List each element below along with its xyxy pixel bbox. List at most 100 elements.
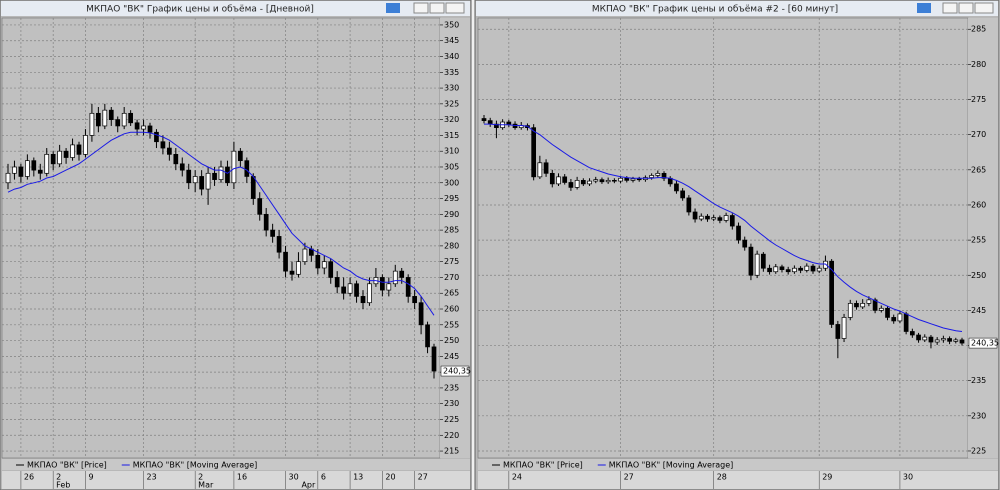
candle-body <box>386 283 392 291</box>
x-tick-label: 29 <box>822 473 832 482</box>
candle-body <box>630 178 636 181</box>
last-price-box <box>440 365 470 377</box>
month-label: Apr <box>301 481 316 490</box>
y-tick-label: 260 <box>444 305 459 314</box>
y-tick-label: 275 <box>971 95 986 104</box>
candle-body <box>115 119 121 127</box>
candle-body <box>315 255 321 269</box>
close-button[interactable] <box>974 2 994 14</box>
candle-body <box>866 299 872 304</box>
close-button[interactable] <box>445 2 465 14</box>
candle-body <box>63 150 69 158</box>
candle-body <box>891 317 897 322</box>
legend-label: МКПАО "ВК" [Price] <box>27 461 107 470</box>
candle-body <box>909 331 915 336</box>
candle-body <box>50 154 56 165</box>
candle-body <box>618 177 623 182</box>
x-tick-label: 9 <box>88 473 93 482</box>
candle-body <box>680 190 685 199</box>
y-tick-label: 290 <box>444 210 459 219</box>
candle-body <box>167 147 172 155</box>
candle-body <box>934 339 940 343</box>
y-tick-label: 235 <box>971 376 986 385</box>
title-bar <box>1 1 470 16</box>
candle-body <box>674 183 679 192</box>
candle-body <box>263 213 269 231</box>
candle-body <box>742 239 748 248</box>
candle-body <box>543 162 549 174</box>
candle-body <box>798 267 803 271</box>
x-tick-label: 28 <box>717 473 727 482</box>
candle-body <box>405 277 411 297</box>
candle-body <box>412 296 417 304</box>
plot-area <box>1 17 441 459</box>
y-tick-label: 280 <box>971 60 986 69</box>
x-tick-label: 2 <box>56 473 61 482</box>
candle-body <box>192 176 198 184</box>
x-tick-label: 27 <box>418 473 428 482</box>
candle-body <box>655 172 661 176</box>
y-tick-label: 285 <box>444 226 459 235</box>
legend-label: МКПАО "ВК" [Moving Average] <box>609 461 734 470</box>
candle-body <box>96 112 101 127</box>
candle-body <box>636 178 642 181</box>
pin-button[interactable] <box>386 3 400 13</box>
y-tick-label: 285 <box>971 25 986 34</box>
y-tick-label: 305 <box>444 162 459 171</box>
candle-body <box>179 163 185 171</box>
date-axis <box>478 471 998 489</box>
candle-body <box>328 261 334 278</box>
candle-body <box>537 162 543 178</box>
candle-body <box>321 261 327 269</box>
y-tick-label: 230 <box>444 399 459 408</box>
y-tick-label: 255 <box>971 236 986 245</box>
pin-button[interactable] <box>917 3 931 13</box>
x-tick-label: 26 <box>24 473 34 482</box>
window-title: МКПАО "ВК" График цены и объёма - [Дневн… <box>86 5 314 15</box>
candle-body <box>860 303 866 308</box>
y-tick-label: 245 <box>971 306 986 315</box>
candle-body <box>160 141 166 149</box>
moving-average-line <box>7 131 435 316</box>
candle-body <box>779 266 785 270</box>
candle-body <box>841 317 847 339</box>
candle-body <box>562 176 568 183</box>
candle-body <box>128 112 133 124</box>
minimize-button[interactable] <box>413 2 429 14</box>
price-axis <box>968 18 998 458</box>
candle-body <box>57 150 62 165</box>
y-tick-label: 270 <box>971 130 986 139</box>
candle-body <box>885 307 890 318</box>
candle-body <box>380 277 385 291</box>
x-tick-label: 27 <box>624 473 634 482</box>
y-tick-label: 325 <box>444 99 459 108</box>
y-tick-label: 310 <box>444 147 459 156</box>
y-tick-label: 215 <box>444 447 459 456</box>
candle-body <box>711 217 717 220</box>
candle-body <box>705 215 710 220</box>
candle-body <box>296 261 301 275</box>
legend-bar <box>2 459 470 470</box>
x-tick-label: 2 <box>198 473 203 482</box>
candle-body <box>173 154 179 165</box>
candle-body <box>12 166 17 174</box>
candle-body <box>257 198 263 215</box>
last-price-label: 240,35 <box>443 367 471 376</box>
maximize-button[interactable] <box>429 2 445 14</box>
candle-body <box>31 160 37 171</box>
minimize-button[interactable] <box>942 2 958 14</box>
candle-body <box>147 125 153 133</box>
y-tick-label: 315 <box>444 131 459 140</box>
candle-body <box>959 339 965 344</box>
maximize-button[interactable] <box>958 2 974 14</box>
candle-body <box>773 266 779 273</box>
candle-body <box>754 253 760 276</box>
month-label: Mar <box>198 481 214 490</box>
candle-body <box>698 215 704 220</box>
candle-body <box>199 176 204 190</box>
candle-body <box>878 307 884 311</box>
moving-average-line <box>484 123 963 332</box>
y-tick-label: 250 <box>971 271 986 280</box>
legend-bar <box>478 459 998 470</box>
candle-body <box>829 260 834 325</box>
